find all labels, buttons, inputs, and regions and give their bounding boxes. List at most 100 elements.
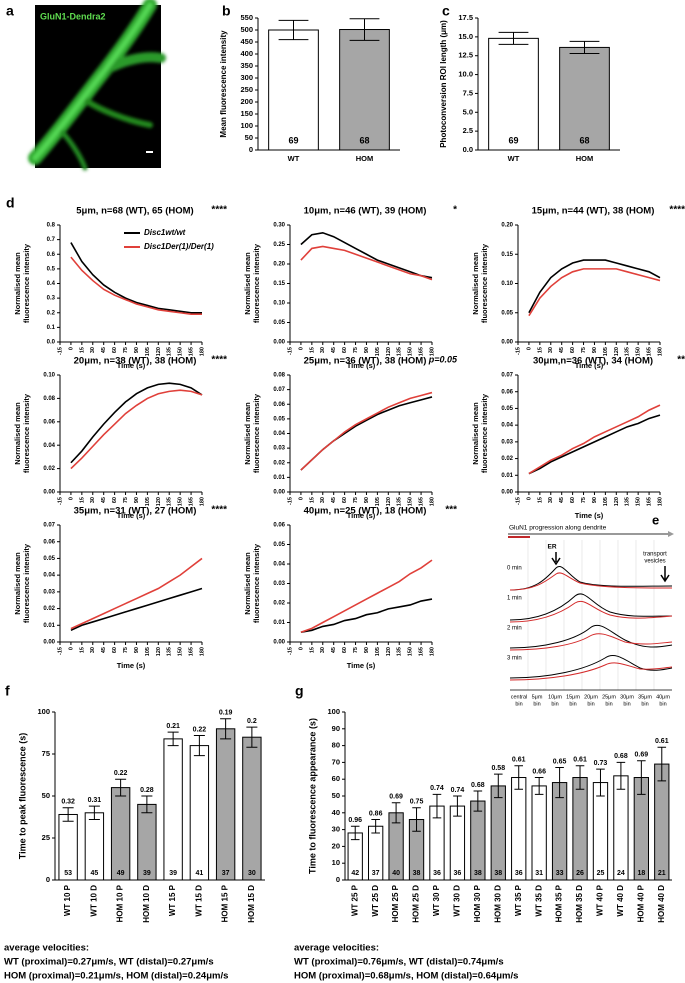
y-tick-label: 0.2: [47, 310, 56, 316]
y-tick-label: 0: [336, 875, 340, 884]
x-tick-label: HOM: [576, 154, 594, 163]
count-label: 25: [597, 870, 605, 877]
bar: [531, 785, 547, 881]
x-tick-label: WT 30 P: [432, 884, 441, 916]
x-tick-label: HOM 15 D: [247, 885, 256, 923]
velocity-label: 0.61: [512, 757, 526, 764]
series-line: [300, 245, 433, 281]
x-tick-label: 75: [123, 647, 129, 653]
error-bar: [350, 825, 360, 841]
y-tick-label: 0.07: [501, 373, 513, 379]
bin-label: bin: [587, 701, 594, 707]
x-tick-label: WT 35 D: [534, 885, 543, 917]
significance: ***: [445, 505, 457, 516]
count-label: 39: [169, 870, 177, 877]
y-axis-label: fluorescence intensity: [22, 393, 31, 473]
x-tick-label: -15: [57, 647, 63, 655]
bin-label: 35μm: [638, 694, 652, 700]
error-bar: [569, 40, 600, 54]
x-tick-label: 30: [320, 347, 326, 353]
velocity-label: 0.58: [491, 765, 505, 772]
x-tick-label: 120: [386, 497, 392, 506]
count-label: 53: [64, 870, 72, 877]
y-tick-label: 450: [240, 37, 253, 46]
bin-label: bin: [569, 701, 576, 707]
y-axis-label: Photoconversion ROI length (μm): [439, 20, 448, 148]
y-tick-label: 0.0: [463, 145, 473, 154]
count-label: 26: [576, 870, 584, 877]
vesicles-label: vesicles: [644, 559, 665, 565]
y-tick-label: 60: [332, 774, 340, 783]
error-bar: [575, 765, 585, 790]
velocity-label: 0.22: [193, 726, 207, 733]
bin-label: bin: [515, 701, 522, 707]
x-tick-label: 150: [178, 647, 184, 656]
error-bar: [278, 19, 309, 41]
series-line: [70, 242, 202, 314]
y-tick-label: 0.06: [43, 539, 55, 545]
error-bar: [193, 735, 205, 757]
x-tick-label: 165: [189, 497, 195, 506]
y-tick-label: 0.03: [501, 439, 513, 445]
x-tick-label: -15: [515, 497, 521, 505]
y-axis-label: Normalised mean: [243, 402, 252, 465]
bin-label: 10μm: [548, 694, 562, 700]
series-line: [70, 389, 203, 470]
time-label: 0 min: [507, 566, 522, 572]
x-tick-label: 180: [429, 347, 435, 356]
x-tick-label: 15: [79, 497, 85, 503]
x-tick-label: 105: [375, 497, 381, 506]
x-tick-label: WT: [508, 154, 520, 163]
x-tick-label: 105: [145, 497, 151, 506]
x-tick-label: 15: [309, 647, 315, 653]
x-tick-label: HOM 35 D: [575, 885, 584, 923]
x-tick-label: 165: [419, 647, 425, 656]
y-tick-label: 2.5: [463, 126, 473, 135]
x-tick-label: HOM 30 P: [473, 884, 482, 922]
velocity-label: 0.74: [430, 785, 444, 792]
y-tick-label: 500: [240, 25, 253, 34]
x-tick-label: 75: [581, 347, 587, 353]
y-tick-label: 100: [37, 707, 50, 716]
bin-label: bin: [641, 701, 648, 707]
y-tick-label: 0: [249, 145, 253, 154]
x-tick-label: 0: [68, 497, 74, 500]
chart-title: 5μm, n=68 (WT), 65 (HOM): [76, 206, 193, 217]
y-tick-label: 0.04: [43, 443, 55, 449]
y-axis-label: fluorescence intensity: [252, 243, 261, 323]
y-tick-label: 0.08: [43, 396, 55, 402]
x-tick-label: 105: [603, 347, 609, 356]
footnote: HOM (proximal)=0.68μm/s, HOM (distal)=0.…: [294, 971, 518, 982]
x-tick-label: 30: [90, 347, 96, 353]
x-tick-label: 135: [397, 647, 403, 656]
error-bar: [432, 793, 442, 819]
chart-title: 15μm, n=44 (WT), 38 (HOM): [532, 206, 655, 217]
x-tick-label: 135: [625, 347, 631, 356]
y-tick-label: 50: [42, 791, 50, 800]
y-axis-label: Normalised mean: [471, 402, 480, 465]
x-tick-label: HOM 10 P: [116, 884, 125, 922]
progression-diagram: e GluN1 progression along dendrite ER tr…: [507, 512, 674, 691]
y-tick-label: 0.06: [273, 402, 285, 408]
bin-label: 20μm: [584, 694, 598, 700]
error-bar: [62, 807, 74, 822]
chart-title: 40μm, n=25 (WT), 18 (HOM): [304, 506, 427, 517]
y-tick-label: 0.05: [43, 556, 55, 562]
y-axis-label: Mean fluorescence intensity: [219, 30, 228, 138]
y-tick-label: 0.10: [501, 281, 513, 287]
count-label: 31: [535, 870, 543, 877]
x-tick-label: 30: [320, 497, 326, 503]
x-tick-label: 180: [199, 497, 205, 506]
y-tick-label: 0: [46, 875, 50, 884]
bin-label: bin: [659, 701, 666, 707]
bar: [268, 29, 319, 151]
error-bar: [167, 731, 179, 747]
y-tick-label: 7.5: [463, 88, 473, 97]
error-bar: [349, 18, 380, 41]
error-bar: [88, 805, 100, 821]
series-line: [70, 382, 203, 464]
error-bar: [246, 726, 258, 748]
y-tick-label: 0.00: [273, 640, 285, 646]
error-bar: [555, 766, 564, 799]
